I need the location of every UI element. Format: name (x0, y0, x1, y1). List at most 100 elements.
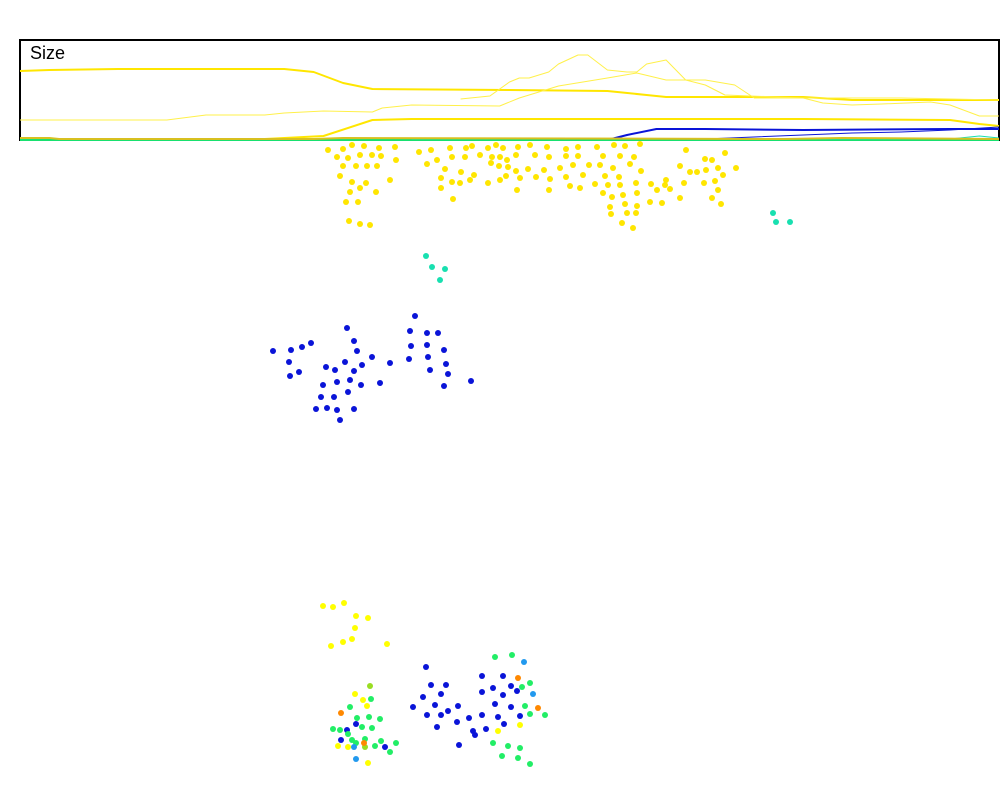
scatter-point (342, 359, 348, 365)
scatter-point (347, 189, 353, 195)
scatter-point (624, 210, 630, 216)
line-series-1 (20, 118, 1000, 140)
scatter-point (504, 157, 510, 163)
scatter-point (485, 180, 491, 186)
scatter-point (424, 330, 430, 336)
scatter-point (527, 761, 533, 767)
scatter-point (648, 181, 654, 187)
scatter-point (338, 737, 344, 743)
scatter-point (361, 740, 367, 746)
scatter-point (349, 636, 355, 642)
scatter-point (522, 703, 528, 709)
scatter-series-5 (330, 652, 548, 767)
scatter-point (337, 173, 343, 179)
scatter-point (542, 712, 548, 718)
scatter-point (427, 367, 433, 373)
scatter-point (677, 163, 683, 169)
scatter-point (323, 364, 329, 370)
scatter-point (638, 168, 644, 174)
scatter-point (445, 708, 451, 714)
scatter-point (687, 169, 693, 175)
scatter-point (709, 157, 715, 163)
scatter-point (318, 394, 324, 400)
scatter-point (387, 360, 393, 366)
scatter-point (407, 328, 413, 334)
scatter-point (325, 147, 331, 153)
scatter-point (770, 210, 776, 216)
scatter-point (499, 753, 505, 759)
scatter-point (503, 173, 509, 179)
scatter-point (359, 362, 365, 368)
scatter-point (515, 755, 521, 761)
scatter-point (662, 182, 668, 188)
scatter-point (517, 722, 523, 728)
scatter-point (393, 740, 399, 746)
scatter-point (467, 177, 473, 183)
scatter-point (527, 711, 533, 717)
scatter-point (340, 163, 346, 169)
scatter-point (787, 219, 793, 225)
scatter-point (575, 153, 581, 159)
scatter-point (663, 177, 669, 183)
scatter-point (349, 179, 355, 185)
scatter-point (286, 359, 292, 365)
scatter-point (718, 201, 724, 207)
scatter-point (378, 738, 384, 744)
scatter-point (694, 169, 700, 175)
scatter-point (330, 604, 336, 610)
scatter-point (438, 185, 444, 191)
scatter-point (514, 688, 520, 694)
scatter-point (347, 377, 353, 383)
scatter-point (434, 157, 440, 163)
scatter-point (387, 177, 393, 183)
scatter-point (345, 389, 351, 395)
scatter-point (425, 354, 431, 360)
scatter-point (513, 168, 519, 174)
scatter-point (308, 340, 314, 346)
line-series-group (19, 54, 1000, 141)
scatter-point (368, 696, 374, 702)
scatter-point (557, 165, 563, 171)
scatter-point (622, 201, 628, 207)
scatter-point (471, 172, 477, 178)
scatter-point (505, 743, 511, 749)
scatter-point (351, 368, 357, 374)
scatter-point (360, 697, 366, 703)
scatter-point (496, 163, 502, 169)
scatter-point (509, 652, 515, 658)
scatter-point (349, 142, 355, 148)
scatter-point (586, 162, 592, 168)
scatter-point (617, 153, 623, 159)
scatter-point (659, 200, 665, 206)
scatter-point (594, 144, 600, 150)
scatter-point (384, 641, 390, 647)
scatter-point (617, 182, 623, 188)
scatter-point (447, 145, 453, 151)
scatter-point (377, 380, 383, 386)
scatter-point (345, 731, 351, 737)
scatter-point (600, 190, 606, 196)
scatter-point (443, 682, 449, 688)
scatter-point (357, 152, 363, 158)
scatter-point (369, 152, 375, 158)
scatter-point (445, 371, 451, 377)
scatter-point (334, 407, 340, 413)
scatter-point (525, 166, 531, 172)
scatter-point (633, 180, 639, 186)
scatter-point (462, 154, 468, 160)
scatter-point (352, 691, 358, 697)
scatter-point (376, 145, 382, 151)
scatter-point (527, 142, 533, 148)
scatter-point (332, 367, 338, 373)
scatter-point (532, 152, 538, 158)
line-panel-title: Size (30, 43, 65, 63)
scatter-point (392, 144, 398, 150)
scatter-point (600, 153, 606, 159)
scatter-point (681, 180, 687, 186)
scatter-point (469, 143, 475, 149)
scatter-point (468, 378, 474, 384)
scatter-point (313, 406, 319, 412)
scatter-point (488, 160, 494, 166)
scatter-point (527, 680, 533, 686)
scatter-point (358, 382, 364, 388)
